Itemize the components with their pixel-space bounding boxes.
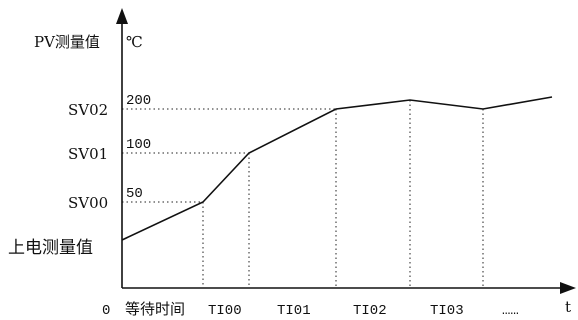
temperature-curve (121, 96, 553, 241)
level-value-50: 50 (126, 186, 143, 202)
segment-ti03: TI03 (430, 303, 464, 319)
level-value-200: 200 (126, 93, 151, 109)
level-label-power-on: 上电测量值 (8, 238, 93, 258)
segment-ti00: TI00 (208, 303, 242, 319)
segment-wait-time: 等待时间 (125, 300, 185, 318)
x-axis-label: t (565, 298, 571, 316)
level-value-100: 100 (126, 137, 151, 153)
y-axis-label: PV测量值 (34, 33, 100, 51)
origin-label: 0 (102, 303, 110, 319)
segment-ti02: TI02 (353, 303, 387, 319)
x-axis-arrow-icon (560, 282, 576, 294)
segment-ellipsis: …… (502, 303, 519, 319)
y-axis-unit: ℃ (126, 33, 143, 51)
y-axis-arrow-icon (116, 8, 128, 24)
level-label-sv01: SV01 (68, 145, 108, 163)
level-label-sv00: SV00 (68, 194, 108, 212)
segment-ti01: TI01 (277, 303, 311, 319)
level-label-sv02: SV02 (68, 101, 108, 119)
